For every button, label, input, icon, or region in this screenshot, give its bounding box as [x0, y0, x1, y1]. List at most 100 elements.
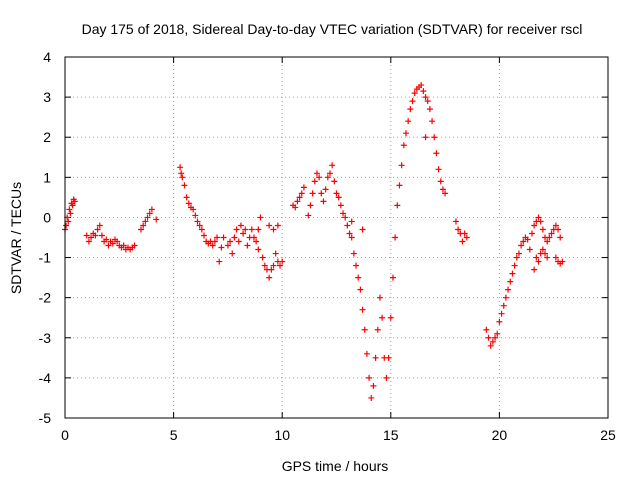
data-point	[511, 262, 518, 269]
chart-title: Day 175 of 2018, Sidereal Day-to-day VTE…	[82, 21, 583, 37]
data-point	[346, 230, 353, 237]
data-point	[259, 254, 266, 261]
data-point	[244, 242, 251, 249]
data-point	[411, 90, 418, 97]
x-tick-label: 20	[492, 427, 508, 443]
data-point	[515, 250, 522, 257]
data-point	[340, 210, 347, 217]
data-point	[394, 202, 401, 209]
data-point	[277, 262, 284, 269]
data-point	[368, 394, 375, 401]
data-point	[431, 134, 438, 141]
data-point	[183, 194, 190, 201]
y-axis-label: SDTVAR / TECUs	[8, 182, 24, 294]
data-point	[148, 206, 155, 213]
data-point	[179, 174, 186, 181]
data-point	[144, 214, 151, 221]
data-point	[105, 242, 112, 249]
data-point	[489, 338, 496, 345]
data-point	[374, 326, 381, 333]
data-point	[409, 98, 416, 105]
data-point	[214, 234, 221, 241]
data-point	[255, 226, 262, 233]
y-tick-label: -2	[39, 290, 52, 306]
data-point	[398, 162, 405, 169]
data-point	[348, 234, 355, 241]
data-point	[492, 334, 499, 341]
data-point	[103, 236, 110, 243]
data-point	[309, 190, 316, 197]
data-point	[320, 198, 327, 205]
data-point	[316, 174, 323, 181]
data-point	[546, 234, 553, 241]
data-point	[433, 150, 440, 157]
data-point	[270, 226, 277, 233]
plot-frame	[64, 56, 609, 419]
data-point	[344, 222, 351, 229]
data-points	[62, 82, 566, 401]
data-point	[359, 226, 366, 233]
data-point	[505, 286, 512, 293]
x-axis-label: GPS time / hours	[282, 458, 389, 474]
data-point	[483, 326, 490, 333]
data-point	[542, 250, 549, 257]
data-point	[548, 230, 555, 237]
x-tick-label: 0	[61, 427, 69, 443]
data-point	[533, 254, 540, 261]
data-point	[539, 226, 546, 233]
data-point	[370, 382, 377, 389]
data-point	[544, 254, 551, 261]
data-point	[324, 174, 331, 181]
data-point	[211, 238, 218, 245]
data-point	[520, 238, 527, 245]
data-point	[500, 302, 507, 309]
data-point	[131, 242, 138, 249]
data-point	[333, 190, 340, 197]
data-point	[224, 242, 231, 249]
data-point	[300, 184, 307, 191]
data-point	[455, 226, 462, 233]
data-point	[67, 210, 74, 217]
data-point	[452, 218, 459, 225]
data-point	[552, 254, 559, 261]
data-point	[181, 182, 188, 189]
data-point	[237, 222, 244, 229]
data-point	[461, 230, 468, 237]
data-point	[192, 212, 199, 219]
data-point	[138, 226, 145, 233]
data-point	[350, 250, 357, 257]
data-point	[552, 222, 559, 229]
data-point	[294, 198, 301, 205]
data-point	[353, 262, 360, 269]
data-point	[555, 226, 562, 233]
data-point	[240, 230, 247, 237]
data-point	[227, 238, 234, 245]
data-point	[396, 182, 403, 189]
data-point	[272, 250, 279, 257]
data-point	[559, 258, 566, 265]
data-point	[335, 194, 342, 201]
data-point	[348, 218, 355, 225]
data-point	[376, 294, 383, 301]
data-point	[524, 236, 531, 243]
data-point	[253, 238, 260, 245]
data-point	[96, 222, 103, 229]
y-tick-label: 0	[43, 209, 51, 225]
data-point	[266, 222, 273, 229]
data-point	[439, 186, 446, 193]
data-point	[250, 234, 257, 241]
data-point	[305, 212, 312, 219]
data-point	[146, 210, 153, 217]
data-point	[531, 222, 538, 229]
data-point	[266, 274, 273, 281]
data-point	[526, 246, 533, 253]
data-point	[487, 342, 494, 349]
y-tick-label: -5	[39, 410, 52, 426]
data-point	[177, 164, 184, 171]
y-tick-label: -3	[39, 330, 52, 346]
data-point	[88, 234, 95, 241]
data-point	[435, 166, 442, 173]
data-point	[544, 238, 551, 245]
data-point	[528, 230, 535, 237]
data-point	[422, 134, 429, 141]
